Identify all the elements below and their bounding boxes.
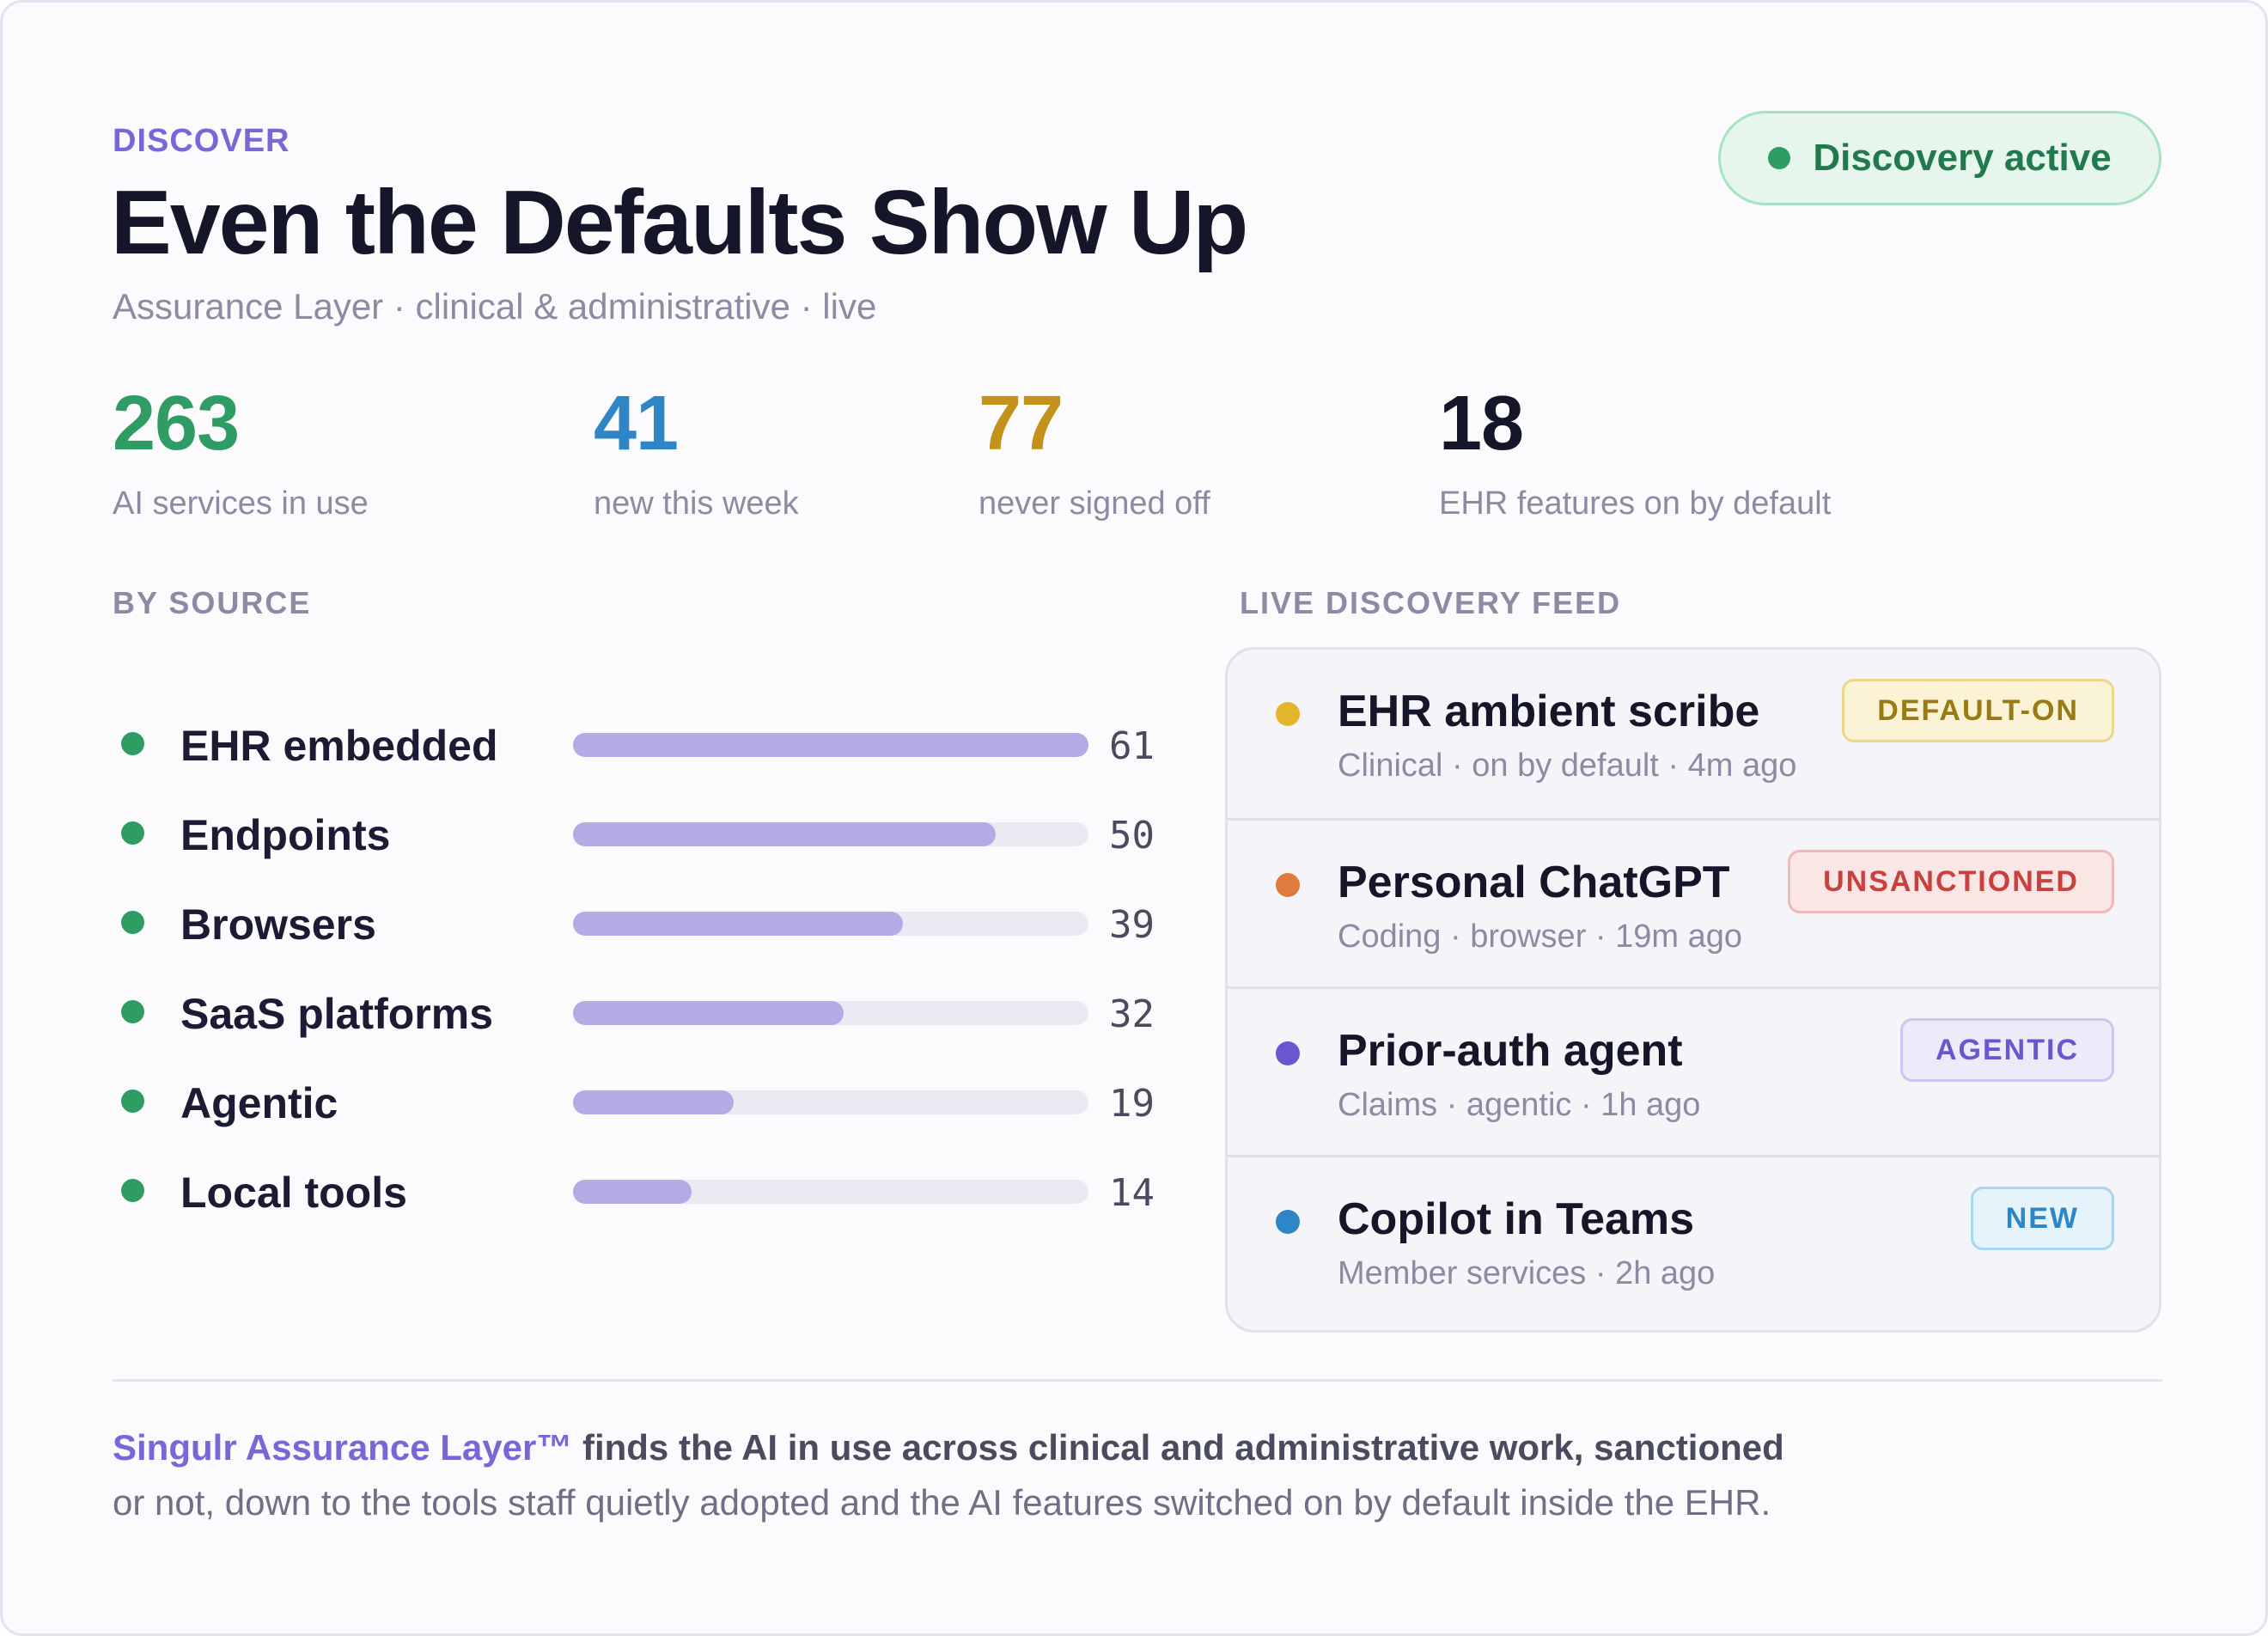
source-bar-fill bbox=[573, 1001, 844, 1025]
page-title: Even the Defaults Show Up bbox=[111, 172, 1248, 273]
source-dot-icon bbox=[121, 1090, 144, 1113]
feed-item-title: Copilot in Teams bbox=[1338, 1194, 1695, 1244]
feed-dot-icon bbox=[1276, 702, 1300, 726]
source-bar-fill bbox=[573, 912, 903, 936]
source-row-local-tools[interactable]: Local tools 14 bbox=[3, 1147, 1205, 1236]
feed-dot-icon bbox=[1276, 1041, 1300, 1065]
footer-strong-text: finds the AI in use across clinical and … bbox=[572, 1427, 1784, 1468]
source-bar-track bbox=[573, 912, 1088, 936]
stat-ehr-default-features: 18 EHR features on by default bbox=[1439, 381, 1831, 522]
source-bar-fill bbox=[573, 1180, 692, 1204]
source-row-ehr-embedded[interactable]: EHR embedded 61 bbox=[3, 700, 1205, 790]
feed-item[interactable]: EHR ambient scribe Clinical · on by defa… bbox=[1228, 650, 2159, 818]
source-name: SaaS platforms bbox=[180, 990, 494, 1038]
source-dot-icon bbox=[121, 821, 144, 845]
feed-item-title: Prior-auth agent bbox=[1338, 1026, 1683, 1076]
feed-item-meta: Coding · browser · 19m ago bbox=[1338, 919, 1742, 955]
source-count: 39 bbox=[1109, 903, 1155, 947]
by-source-heading: BY SOURCE bbox=[113, 585, 312, 620]
source-bar-fill bbox=[573, 1090, 734, 1114]
footer-description: Singulr Assurance Layer™ finds the AI in… bbox=[113, 1420, 2088, 1530]
source-bar-track bbox=[573, 822, 1088, 846]
feed-item-badge: NEW bbox=[1970, 1187, 2114, 1250]
source-bar-track bbox=[573, 1180, 1088, 1204]
footer-body-text: or not, down to the tools staff quietly … bbox=[113, 1482, 1771, 1523]
section-eyebrow: DISCOVER bbox=[113, 123, 290, 159]
stat-new-this-week: 41 new this week bbox=[594, 381, 799, 522]
feed-item[interactable]: Prior-auth agent Claims · agentic · 1h a… bbox=[1228, 986, 2159, 1155]
source-dot-icon bbox=[121, 1179, 144, 1202]
stat-value: 18 bbox=[1439, 381, 1524, 467]
source-row-browsers[interactable]: Browsers 39 bbox=[3, 879, 1205, 968]
feed-item[interactable]: Copilot in Teams Member services · 2h ag… bbox=[1228, 1155, 2159, 1323]
stat-label: AI services in use bbox=[113, 485, 369, 522]
stat-label: never signed off bbox=[979, 485, 1210, 522]
stat-ai-services: 263 AI services in use bbox=[113, 381, 369, 522]
feed-item[interactable]: Personal ChatGPT Coding · browser · 19m … bbox=[1228, 818, 2159, 986]
stat-label: EHR features on by default bbox=[1439, 485, 1832, 522]
feed-item-badge: DEFAULT-ON bbox=[1842, 679, 2114, 742]
source-bar-fill bbox=[573, 822, 996, 846]
stat-value: 41 bbox=[594, 381, 679, 467]
feed-item-badge: AGENTIC bbox=[1900, 1018, 2114, 1082]
source-name: EHR embedded bbox=[180, 722, 498, 770]
source-bar-fill bbox=[573, 733, 1088, 757]
source-dot-icon bbox=[121, 911, 144, 934]
stat-label: new this week bbox=[594, 485, 799, 522]
source-name: Local tools bbox=[180, 1169, 407, 1217]
feed-dot-icon bbox=[1276, 873, 1300, 897]
feed-item-title: Personal ChatGPT bbox=[1338, 858, 1730, 907]
stat-never-signed-off: 77 never signed off bbox=[979, 381, 1210, 522]
source-name: Browsers bbox=[180, 900, 376, 949]
source-name: Agentic bbox=[180, 1079, 338, 1127]
feed-item-meta: Member services · 2h ago bbox=[1338, 1255, 1716, 1291]
source-count: 14 bbox=[1109, 1171, 1155, 1215]
source-dot-icon bbox=[121, 732, 144, 755]
footer-divider bbox=[113, 1379, 2162, 1382]
stat-value: 263 bbox=[113, 381, 240, 467]
discovery-status-badge[interactable]: Discovery active bbox=[1718, 111, 2161, 205]
feed-item-meta: Claims · agentic · 1h ago bbox=[1338, 1087, 1701, 1123]
feed-dot-icon bbox=[1276, 1210, 1300, 1234]
source-row-saas-platforms[interactable]: SaaS platforms 32 bbox=[3, 968, 1205, 1058]
source-bar-track bbox=[573, 733, 1088, 757]
source-bar-track bbox=[573, 1001, 1088, 1025]
source-row-endpoints[interactable]: Endpoints 50 bbox=[3, 790, 1205, 879]
footer-brand: Singulr Assurance Layer™ bbox=[113, 1427, 573, 1468]
stat-value: 77 bbox=[979, 381, 1064, 467]
live-feed-heading: LIVE DISCOVERY FEED bbox=[1240, 585, 1622, 620]
source-count: 32 bbox=[1109, 992, 1155, 1036]
feed-item-meta: Clinical · on by default · 4m ago bbox=[1338, 748, 1797, 784]
feed-item-badge: UNSANCTIONED bbox=[1788, 850, 2114, 913]
source-count: 19 bbox=[1109, 1082, 1155, 1126]
live-discovery-feed: EHR ambient scribe Clinical · on by defa… bbox=[1225, 647, 2161, 1333]
source-bar-track bbox=[573, 1090, 1088, 1114]
status-label: Discovery active bbox=[1813, 137, 2112, 179]
source-row-agentic[interactable]: Agentic 19 bbox=[3, 1058, 1205, 1147]
source-count: 50 bbox=[1109, 814, 1155, 858]
source-count: 61 bbox=[1109, 724, 1155, 768]
source-name: Endpoints bbox=[180, 811, 391, 859]
feed-item-title: EHR ambient scribe bbox=[1338, 687, 1760, 736]
source-dot-icon bbox=[121, 1000, 144, 1023]
status-dot-icon bbox=[1768, 147, 1791, 169]
page-subtitle: Assurance Layer · clinical & administrat… bbox=[113, 286, 877, 327]
